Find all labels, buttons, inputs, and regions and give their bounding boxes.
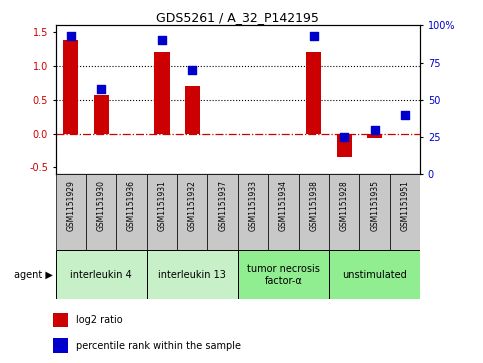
Bar [177, 174, 208, 250]
Bar [298, 174, 329, 250]
Bar [329, 174, 359, 250]
Bar [359, 174, 390, 250]
Bar [147, 174, 177, 250]
Bar [154, 53, 170, 134]
Point [341, 134, 348, 140]
Text: unstimulated: unstimulated [342, 270, 407, 280]
Bar [238, 174, 268, 250]
Bar [94, 95, 109, 134]
Text: GSM1151931: GSM1151931 [157, 180, 167, 231]
Text: interleukin 13: interleukin 13 [158, 270, 226, 280]
Point [310, 33, 318, 39]
Text: GSM1151928: GSM1151928 [340, 180, 349, 231]
Bar [63, 40, 78, 134]
Point [158, 37, 166, 43]
Bar [367, 134, 382, 138]
Text: agent ▶: agent ▶ [14, 270, 53, 280]
Bar [208, 174, 238, 250]
Text: interleukin 4: interleukin 4 [70, 270, 132, 280]
Bar [268, 174, 298, 250]
Text: GSM1151934: GSM1151934 [279, 180, 288, 231]
Text: GSM1151929: GSM1151929 [66, 180, 75, 231]
Title: GDS5261 / A_32_P142195: GDS5261 / A_32_P142195 [156, 11, 319, 24]
Bar [147, 250, 238, 299]
Point [97, 86, 105, 92]
Bar [390, 174, 420, 250]
Text: tumor necrosis
factor-α: tumor necrosis factor-α [247, 264, 320, 286]
Text: GSM1151930: GSM1151930 [97, 180, 106, 231]
Bar [86, 174, 116, 250]
Text: GSM1151936: GSM1151936 [127, 180, 136, 231]
Bar [185, 86, 200, 134]
Bar [329, 250, 420, 299]
Bar [53, 313, 69, 327]
Bar [56, 174, 86, 250]
Text: GSM1151938: GSM1151938 [309, 180, 318, 231]
Text: percentile rank within the sample: percentile rank within the sample [76, 340, 241, 351]
Point [401, 112, 409, 118]
Text: GSM1151932: GSM1151932 [188, 180, 197, 231]
Bar [53, 338, 69, 353]
Bar [238, 250, 329, 299]
Text: GSM1151933: GSM1151933 [249, 180, 257, 231]
Text: GSM1151935: GSM1151935 [370, 180, 379, 231]
Bar [116, 174, 147, 250]
Point [67, 33, 74, 39]
Bar [306, 53, 322, 134]
Bar [56, 250, 147, 299]
Text: GSM1151937: GSM1151937 [218, 180, 227, 231]
Point [371, 127, 379, 132]
Text: GSM1151951: GSM1151951 [400, 180, 410, 231]
Text: log2 ratio: log2 ratio [76, 315, 123, 325]
Point [188, 67, 196, 73]
Bar [337, 134, 352, 157]
